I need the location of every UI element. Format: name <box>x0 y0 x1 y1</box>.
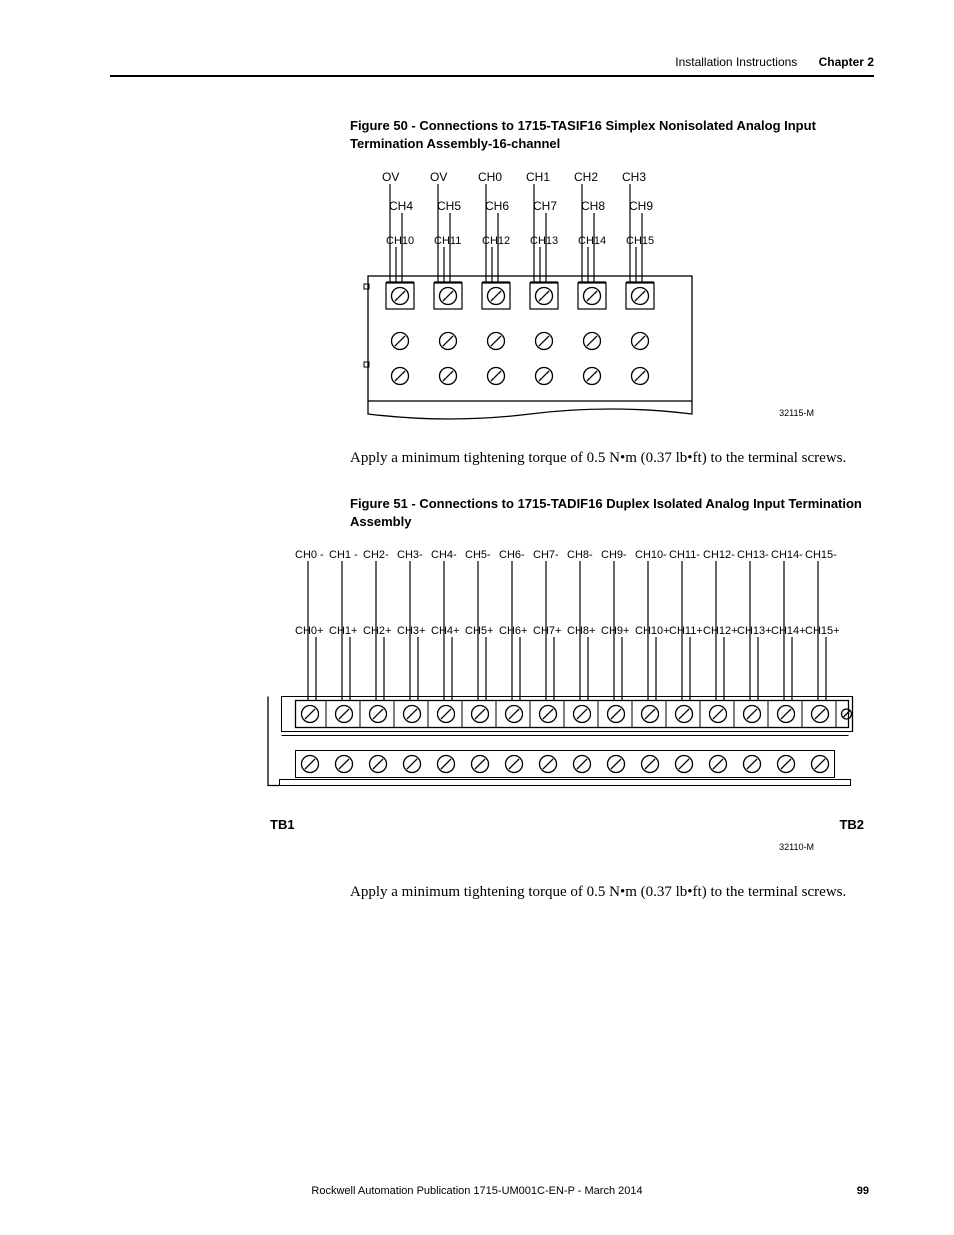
svg-text:CH2+: CH2+ <box>363 625 391 637</box>
svg-text:CH1: CH1 <box>526 170 550 184</box>
svg-text:CH5: CH5 <box>437 199 461 213</box>
figure-51-id: 32110-M <box>110 842 814 852</box>
svg-text:CH6: CH6 <box>485 199 509 213</box>
svg-text:CH6-: CH6- <box>499 549 525 561</box>
svg-text:CH2-: CH2- <box>363 549 389 561</box>
header-chapter: Chapter 2 <box>819 55 874 69</box>
svg-text:CH12+: CH12+ <box>703 625 738 637</box>
svg-text:CH2: CH2 <box>574 170 598 184</box>
torque-text-2: Apply a minimum tightening torque of 0.5… <box>350 882 874 903</box>
svg-text:CH15: CH15 <box>626 235 654 247</box>
svg-text:CH4+: CH4+ <box>431 625 459 637</box>
svg-text:CH7-: CH7- <box>533 549 559 561</box>
tb2-label: TB2 <box>839 817 864 832</box>
figure-51-diagram: CH0 - CH0+ CH1 - CH1+ CH2- CH2+ CH3- CH3+ CH4- CH… <box>260 544 890 804</box>
svg-text:CH3-: CH3- <box>397 549 423 561</box>
svg-text:CH11: CH11 <box>434 235 461 247</box>
svg-text:CH14: CH14 <box>578 235 606 247</box>
svg-text:CH7+: CH7+ <box>533 625 561 637</box>
svg-text:CH1 -: CH1 - <box>329 549 358 561</box>
svg-text:CH15-: CH15- <box>805 549 837 561</box>
svg-text:OV: OV <box>382 170 399 184</box>
svg-text:CH8-: CH8- <box>567 549 593 561</box>
publication-line: Rockwell Automation Publication 1715-UM0… <box>0 1185 954 1197</box>
svg-text:CH10-: CH10- <box>635 549 667 561</box>
svg-text:CH7: CH7 <box>533 199 557 213</box>
page-header: Installation Instructions Chapter 2 <box>110 55 874 77</box>
svg-text:CH6+: CH6+ <box>499 625 527 637</box>
svg-text:CH1+: CH1+ <box>329 625 357 637</box>
svg-text:CH9-: CH9- <box>601 549 627 561</box>
svg-text:CH0+: CH0+ <box>295 625 323 637</box>
svg-text:CH9+: CH9+ <box>601 625 629 637</box>
svg-text:CH9: CH9 <box>629 199 653 213</box>
svg-text:CH5-: CH5- <box>465 549 491 561</box>
svg-text:CH12: CH12 <box>482 235 510 247</box>
svg-text:CH10+: CH10+ <box>635 625 670 637</box>
svg-text:CH13-: CH13- <box>737 549 769 561</box>
svg-text:CH11-: CH11- <box>669 549 700 561</box>
tb-labels: TB1 TB2 <box>270 817 864 832</box>
figure-50-diagram: OV CH4 CH10 OV CH5 CH11 CH0 CH6 CH12 CH1 CH7 CH13 CH… <box>350 166 710 426</box>
svg-text:CH10: CH10 <box>386 235 414 247</box>
page-footer: Rockwell Automation Publication 1715-UM0… <box>0 1185 954 1197</box>
torque-text-1: Apply a minimum tightening torque of 0.5… <box>350 448 874 469</box>
svg-text:CH12-: CH12- <box>703 549 735 561</box>
svg-text:CH5+: CH5+ <box>465 625 493 637</box>
svg-text:CH0: CH0 <box>478 170 502 184</box>
svg-text:CH13: CH13 <box>530 235 558 247</box>
svg-text:CH14+: CH14+ <box>771 625 806 637</box>
svg-text:CH3+: CH3+ <box>397 625 425 637</box>
svg-text:CH14-: CH14- <box>771 549 803 561</box>
tb1-label: TB1 <box>270 817 295 832</box>
svg-text:CH13+: CH13+ <box>737 625 772 637</box>
svg-text:CH0 -: CH0 - <box>295 549 324 561</box>
svg-text:CH8: CH8 <box>581 199 605 213</box>
figure-51-caption: Figure 51 - Connections to 1715-TADIF16 … <box>350 495 874 530</box>
figure-50-caption: Figure 50 - Connections to 1715-TASIF16 … <box>350 117 874 152</box>
figure-51-wrap: CH0 - CH0+ CH1 - CH1+ CH2- CH2+ CH3- CH3+ CH4- CH… <box>260 544 874 832</box>
svg-text:CH11+: CH11+ <box>669 625 703 637</box>
svg-text:CH4-: CH4- <box>431 549 457 561</box>
svg-text:CH3: CH3 <box>622 170 646 184</box>
page-number: 99 <box>857 1185 869 1197</box>
svg-text:OV: OV <box>430 170 447 184</box>
svg-text:CH8+: CH8+ <box>567 625 595 637</box>
svg-text:CH15+: CH15+ <box>805 625 840 637</box>
svg-text:CH4: CH4 <box>389 199 413 213</box>
header-section: Installation Instructions <box>675 55 797 69</box>
figure-50-id: 32115-M <box>110 408 814 418</box>
